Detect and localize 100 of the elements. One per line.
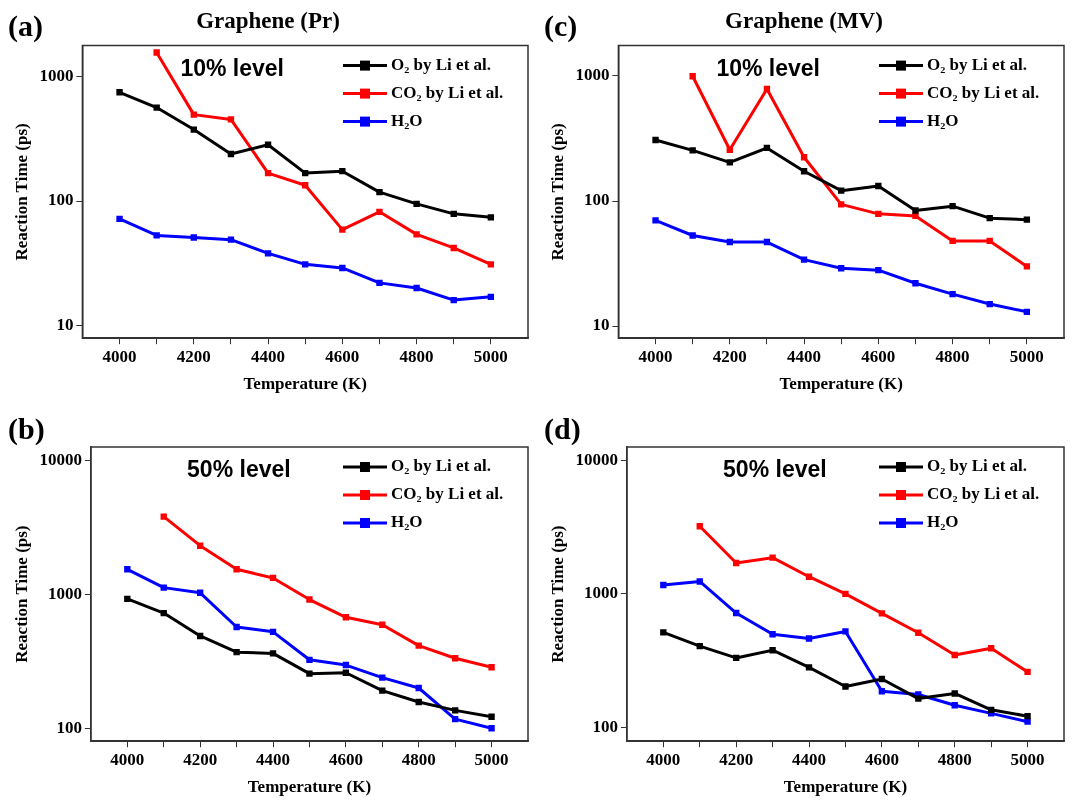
legend-label: O₂ by Li et al. <box>927 54 1028 74</box>
point <box>949 237 956 245</box>
text: (b) <box>8 412 45 446</box>
point <box>696 578 703 585</box>
text: (d) <box>544 412 581 446</box>
x-tick-label: 4600 <box>328 749 363 769</box>
x-tick-label: 4400 <box>251 346 286 366</box>
x-tick-label: 5000 <box>1010 749 1045 769</box>
point <box>689 147 696 154</box>
x-tick-label: 4800 <box>935 346 970 366</box>
legend-label: H₂O <box>927 512 959 532</box>
point <box>269 650 277 657</box>
legend-label: CO₂ by Li et al. <box>391 82 504 102</box>
point <box>379 674 386 681</box>
x-tick-label: 4200 <box>176 346 211 366</box>
point <box>949 290 956 298</box>
point <box>233 566 240 573</box>
x-tick-label: 4600 <box>864 749 899 769</box>
y-tick-label: 10000 <box>575 450 618 470</box>
point <box>769 554 776 561</box>
point <box>376 279 383 287</box>
point <box>1023 263 1031 270</box>
y-axis-title: Reaction Time (ps) <box>547 123 567 261</box>
chart-title: Graphene (Pr) <box>196 7 340 33</box>
legend-label: CO₂ by Li et al. <box>391 484 504 504</box>
point <box>269 628 277 636</box>
point <box>912 207 919 214</box>
point <box>153 104 160 111</box>
x-tick-label: 4000 <box>110 749 145 769</box>
point <box>1024 668 1031 676</box>
point <box>376 208 383 216</box>
point <box>116 89 123 96</box>
point <box>306 670 313 677</box>
point <box>415 642 422 649</box>
point <box>153 232 160 239</box>
y-tick-label: 1000 <box>39 66 74 86</box>
point <box>227 116 235 123</box>
point <box>652 217 659 224</box>
point <box>379 687 386 694</box>
y-tick-label: 10 <box>56 314 74 334</box>
annotation: 50% level <box>723 456 827 482</box>
point <box>227 236 235 243</box>
y-tick-label: 100 <box>47 190 74 210</box>
point <box>652 136 659 144</box>
x-tick-label: 5000 <box>473 346 508 366</box>
point <box>875 210 882 218</box>
point <box>160 584 167 591</box>
point <box>233 623 240 631</box>
x-tick-label: 4600 <box>861 346 896 366</box>
legend-label: O₂ by Li et al. <box>927 456 1028 476</box>
point <box>875 182 882 190</box>
point <box>726 159 733 166</box>
point <box>160 513 167 520</box>
point <box>116 215 123 223</box>
point <box>842 628 849 635</box>
x-tick-label: 4200 <box>719 749 754 769</box>
point <box>660 629 667 636</box>
text: (c) <box>544 9 578 43</box>
point <box>689 73 696 80</box>
point <box>451 707 459 714</box>
x-tick-label: 4400 <box>256 749 291 769</box>
point <box>413 231 420 238</box>
y-tick-label: 1000 <box>575 65 610 85</box>
y-tick-label: 10000 <box>39 450 82 470</box>
point <box>769 631 776 638</box>
point <box>838 201 845 208</box>
text: (a) <box>8 9 43 43</box>
point <box>488 725 495 732</box>
point <box>306 656 313 663</box>
legend-label: H₂O <box>391 512 423 532</box>
x-tick-label: 4000 <box>638 346 673 366</box>
point <box>1023 216 1031 223</box>
point <box>124 595 131 603</box>
point <box>302 261 309 268</box>
point <box>842 683 849 690</box>
legend-label: CO₂ by Li et al. <box>927 82 1040 102</box>
x-tick-label: 4000 <box>102 346 137 366</box>
point <box>376 188 383 196</box>
y-axis-title: Reaction Time (ps) <box>547 525 567 663</box>
x-tick-label: 4800 <box>399 346 434 366</box>
point <box>488 713 495 720</box>
point <box>487 261 495 268</box>
point <box>915 695 922 702</box>
x-tick-label: 4200 <box>712 346 747 366</box>
point <box>264 250 272 257</box>
x-tick-label: 4000 <box>646 749 681 769</box>
x-axis-title: Temperature (K) <box>779 374 903 394</box>
x-tick-label: 4400 <box>792 749 827 769</box>
y-tick-label: 100 <box>592 716 618 736</box>
x-tick-label: 5000 <box>474 749 509 769</box>
point <box>153 49 160 56</box>
annotation: 50% level <box>187 456 291 482</box>
legend-label: O₂ by Li et al. <box>391 456 492 476</box>
point <box>306 596 313 603</box>
x-tick-label: 4800 <box>401 749 436 769</box>
point <box>949 202 956 210</box>
point <box>488 664 495 671</box>
point <box>1024 712 1031 720</box>
y-tick-label: 1000 <box>47 583 82 603</box>
x-tick-label: 4200 <box>183 749 218 769</box>
